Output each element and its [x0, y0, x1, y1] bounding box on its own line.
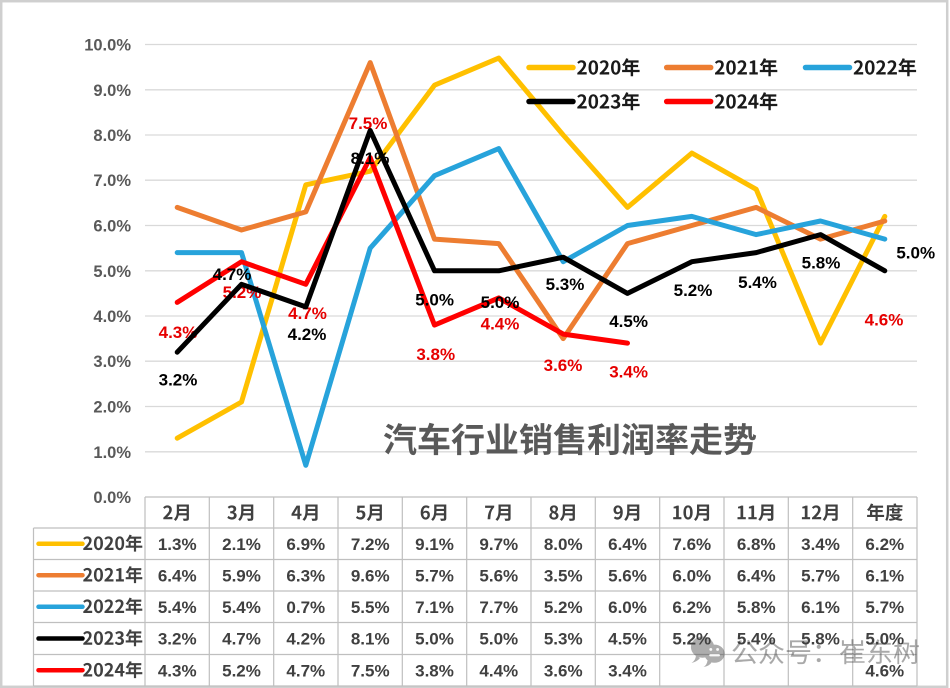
svg-text:5.0%: 5.0%	[481, 293, 520, 312]
svg-text:5.4%: 5.4%	[222, 598, 261, 617]
svg-text:3.4%: 3.4%	[608, 662, 647, 681]
svg-text:5.4%: 5.4%	[158, 598, 197, 617]
svg-text:6.9%: 6.9%	[286, 535, 325, 554]
svg-text:5.0%: 5.0%	[896, 244, 935, 263]
svg-text:4.7%: 4.7%	[288, 304, 327, 323]
svg-text:9.0%: 9.0%	[93, 82, 131, 100]
svg-text:7.5%: 7.5%	[349, 114, 388, 133]
svg-text:6.4%: 6.4%	[737, 567, 776, 586]
svg-text:4.5%: 4.5%	[609, 312, 648, 331]
svg-text:6.0%: 6.0%	[672, 567, 711, 586]
svg-text:7.6%: 7.6%	[672, 535, 711, 554]
svg-text:2.0%: 2.0%	[93, 399, 131, 417]
svg-text:6.4%: 6.4%	[158, 567, 197, 586]
svg-text:4.7%: 4.7%	[222, 630, 261, 649]
svg-text:7.1%: 7.1%	[415, 598, 454, 617]
svg-text:5.3%: 5.3%	[544, 630, 583, 649]
svg-text:3.2%: 3.2%	[158, 630, 197, 649]
svg-text:7.2%: 7.2%	[351, 535, 390, 554]
svg-text:5.2%: 5.2%	[222, 662, 261, 681]
svg-text:6.2%: 6.2%	[672, 598, 711, 617]
svg-text:6.0%: 6.0%	[93, 218, 131, 236]
svg-text:4.3%: 4.3%	[159, 323, 198, 342]
svg-text:1.0%: 1.0%	[93, 444, 131, 462]
svg-text:4.7%: 4.7%	[286, 662, 325, 681]
svg-text:1.3%: 1.3%	[158, 535, 197, 554]
svg-text:5.7%: 5.7%	[865, 598, 904, 617]
svg-text:5.7%: 5.7%	[801, 567, 840, 586]
svg-text:5.0%: 5.0%	[865, 630, 904, 649]
svg-text:5.0%: 5.0%	[93, 263, 131, 281]
svg-text:6.1%: 6.1%	[865, 567, 904, 586]
svg-text:5.5%: 5.5%	[351, 598, 390, 617]
svg-text:4.4%: 4.4%	[479, 662, 518, 681]
svg-text:5.8%: 5.8%	[802, 254, 841, 273]
svg-text:5.3%: 5.3%	[546, 275, 585, 294]
svg-text:5.0%: 5.0%	[479, 630, 518, 649]
svg-text:3.8%: 3.8%	[415, 662, 454, 681]
svg-text:8.0%: 8.0%	[544, 535, 583, 554]
svg-text:4.5%: 4.5%	[608, 630, 647, 649]
svg-text:7.5%: 7.5%	[351, 662, 390, 681]
svg-text:6.3%: 6.3%	[286, 567, 325, 586]
svg-text:4.0%: 4.0%	[93, 308, 131, 326]
svg-text:4.6%: 4.6%	[865, 662, 904, 681]
svg-text:5.7%: 5.7%	[415, 567, 454, 586]
svg-text:0.0%: 0.0%	[93, 489, 131, 507]
svg-text:4.3%: 4.3%	[158, 662, 197, 681]
svg-text:5.2%: 5.2%	[674, 281, 713, 300]
svg-text:3.6%: 3.6%	[544, 662, 583, 681]
svg-text:3.8%: 3.8%	[416, 345, 455, 364]
svg-text:4.6%: 4.6%	[865, 311, 904, 330]
svg-text:5.0%: 5.0%	[415, 291, 454, 310]
svg-text:7.0%: 7.0%	[93, 172, 131, 190]
svg-text:6.4%: 6.4%	[608, 535, 647, 554]
svg-text:0.7%: 0.7%	[286, 598, 325, 617]
svg-text:5.8%: 5.8%	[737, 598, 776, 617]
svg-text:3.4%: 3.4%	[609, 363, 648, 382]
svg-text:9.1%: 9.1%	[415, 535, 454, 554]
svg-text:6.0%: 6.0%	[608, 598, 647, 617]
svg-text:5.6%: 5.6%	[479, 567, 518, 586]
svg-text:8.0%: 8.0%	[93, 127, 131, 145]
svg-text:6.2%: 6.2%	[865, 535, 904, 554]
svg-text:5.6%: 5.6%	[608, 567, 647, 586]
svg-text:5.2%: 5.2%	[672, 630, 711, 649]
svg-text:3.5%: 3.5%	[544, 567, 583, 586]
svg-text:4.2%: 4.2%	[286, 630, 325, 649]
svg-text:8.1%: 8.1%	[351, 630, 390, 649]
svg-text:3.6%: 3.6%	[544, 356, 583, 375]
svg-text:5.8%: 5.8%	[801, 630, 840, 649]
svg-text:7.7%: 7.7%	[479, 598, 518, 617]
svg-text:5.9%: 5.9%	[222, 567, 261, 586]
svg-text:6.8%: 6.8%	[737, 535, 776, 554]
svg-text:4.4%: 4.4%	[481, 315, 520, 334]
svg-text:9.7%: 9.7%	[479, 535, 518, 554]
svg-text:5.2%: 5.2%	[544, 598, 583, 617]
svg-text:2.1%: 2.1%	[222, 535, 261, 554]
svg-text:5.4%: 5.4%	[738, 273, 777, 292]
svg-text:4.2%: 4.2%	[288, 325, 327, 344]
svg-text:9.6%: 9.6%	[351, 567, 390, 586]
svg-text:3.0%: 3.0%	[93, 353, 131, 371]
svg-text:5.0%: 5.0%	[415, 630, 454, 649]
svg-text:5.4%: 5.4%	[737, 630, 776, 649]
svg-text:3.4%: 3.4%	[801, 535, 840, 554]
svg-text:3.2%: 3.2%	[159, 371, 198, 390]
svg-text:6.1%: 6.1%	[801, 598, 840, 617]
svg-text:4.7%: 4.7%	[213, 265, 252, 284]
svg-text:10.0%: 10.0%	[84, 37, 131, 55]
